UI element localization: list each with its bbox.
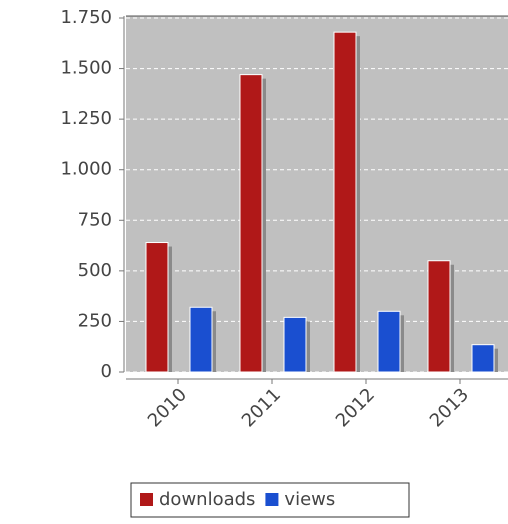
bar: [427, 260, 451, 373]
legend-label: views: [284, 489, 335, 510]
y-tick-label: 500: [78, 260, 112, 281]
bar: [145, 242, 169, 373]
y-tick-label: 1.750: [60, 7, 112, 28]
legend: [130, 482, 410, 518]
y-tick-label: 1.000: [60, 159, 112, 180]
bar: [471, 344, 495, 373]
x-tick-label: 2011: [238, 384, 285, 431]
y-tick-label: 750: [78, 209, 112, 230]
x-tick-label: 2012: [332, 384, 379, 431]
y-tick-label: 1.250: [60, 108, 112, 129]
bar: [189, 306, 213, 373]
legend-swatch: [140, 493, 153, 506]
legend-swatch: [265, 493, 279, 506]
x-tick-label: 2013: [426, 384, 473, 431]
y-tick-label: 0: [101, 361, 112, 382]
bar: [239, 74, 263, 373]
legend-label: downloads: [159, 489, 255, 510]
bar: [377, 310, 401, 373]
x-tick-label: 2010: [144, 384, 191, 431]
y-tick-label: 250: [78, 310, 112, 331]
y-tick-label: 1.500: [60, 58, 112, 79]
bar: [333, 31, 357, 373]
bar: [283, 316, 307, 373]
